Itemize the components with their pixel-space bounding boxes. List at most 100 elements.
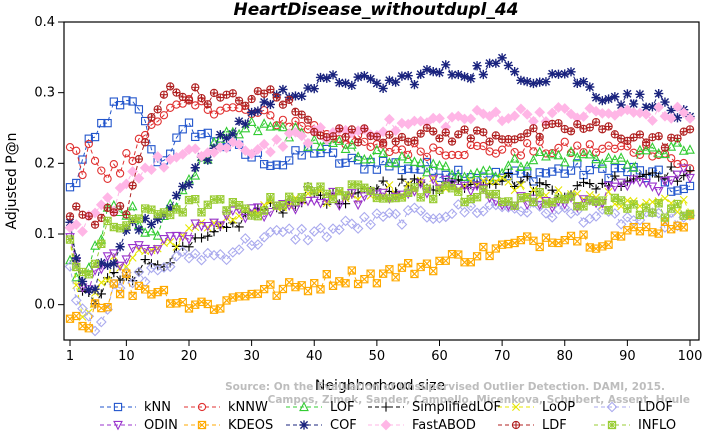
point-LOF xyxy=(647,141,658,152)
point-kNNW xyxy=(209,110,219,119)
point-FastABOD xyxy=(684,113,696,124)
x-tick-label: 30 xyxy=(243,349,260,364)
point-LDOF xyxy=(202,247,214,259)
point-kNN xyxy=(172,133,181,142)
point-COF xyxy=(340,78,351,88)
point-COF xyxy=(146,219,157,229)
point-LOF xyxy=(378,147,389,158)
point-LDF xyxy=(65,212,75,221)
point-ODIN xyxy=(353,200,363,211)
point-ODIN xyxy=(246,204,257,214)
point-LDOF xyxy=(296,223,308,235)
point-INFLO xyxy=(560,195,569,204)
point-KDEOS xyxy=(278,284,288,294)
point-kNN xyxy=(598,164,607,173)
point-INFLO xyxy=(172,205,181,214)
point-INFLO xyxy=(266,192,275,202)
legend-label: INFLO xyxy=(638,418,676,433)
point-COF xyxy=(165,203,175,214)
point-LDOF xyxy=(590,210,602,222)
point-LDOF xyxy=(346,218,358,230)
point-LOF xyxy=(465,168,476,179)
point-COF xyxy=(422,64,432,75)
point-COF xyxy=(384,75,394,85)
point-kNNW xyxy=(65,143,75,152)
point-kNN xyxy=(285,156,294,165)
point-kNN xyxy=(134,105,144,114)
point-LDF xyxy=(266,85,275,94)
point-kNNW xyxy=(579,148,588,157)
point-INFLO xyxy=(147,205,156,214)
point-ODIN xyxy=(534,200,545,211)
point-INFLO xyxy=(341,191,350,200)
point-kNN xyxy=(291,146,300,155)
point-FastABOD xyxy=(415,115,427,127)
point-SimplifiedLOF xyxy=(522,172,532,182)
point-SimplifiedLOF xyxy=(397,174,407,184)
point-kNNW xyxy=(510,147,519,157)
point-INFLO xyxy=(472,193,482,202)
point-INFLO xyxy=(529,197,538,207)
point-kNN xyxy=(454,165,463,175)
point-LOF xyxy=(65,254,75,265)
watermark: Source: On the Evaluation of Unsupervise… xyxy=(225,381,690,406)
point-COF xyxy=(610,92,620,102)
point-LDOF xyxy=(283,223,295,235)
point-kNNW xyxy=(109,160,118,169)
x-tick-label: 20 xyxy=(181,349,198,364)
point-COF xyxy=(666,105,676,115)
point-LDF xyxy=(454,130,463,139)
point-COF xyxy=(240,119,250,129)
point-LOF xyxy=(315,141,326,151)
point-kNNW xyxy=(159,111,169,120)
point-LDF xyxy=(134,154,144,164)
point-LDF xyxy=(378,138,388,147)
point-LOF xyxy=(660,148,670,159)
point-LDF xyxy=(184,96,194,105)
point-LDF xyxy=(372,132,382,141)
point-FastABOD xyxy=(296,130,308,142)
point-COF xyxy=(109,259,119,269)
point-ODIN xyxy=(578,195,589,205)
point-LOF xyxy=(384,157,395,167)
point-KDEOS xyxy=(272,291,281,300)
point-LDF xyxy=(397,132,407,142)
series-INFLO xyxy=(65,180,695,279)
point-kNN xyxy=(335,159,344,168)
point-kNN xyxy=(128,97,137,106)
point-INFLO xyxy=(523,192,532,202)
point-SimplifiedLOF xyxy=(647,168,658,178)
point-INFLO xyxy=(610,193,619,203)
point-SimplifiedLOF xyxy=(203,231,213,241)
point-kNNW xyxy=(447,150,457,160)
point-LOF xyxy=(259,118,270,128)
point-LOF xyxy=(127,200,138,211)
point-KDEOS xyxy=(472,252,482,261)
point-INFLO xyxy=(316,182,325,191)
point-FastABOD xyxy=(265,146,276,158)
point-COF xyxy=(503,60,513,71)
point-LDF xyxy=(128,181,137,190)
point-INFLO xyxy=(84,270,93,279)
point-ODIN xyxy=(290,205,301,215)
legend-marker xyxy=(381,402,391,412)
point-ODIN xyxy=(666,176,677,186)
point-LDOF xyxy=(459,206,470,218)
point-LOF xyxy=(578,148,589,159)
point-COF xyxy=(560,69,570,79)
point-kNNW xyxy=(416,147,425,156)
point-kNNW xyxy=(97,166,106,175)
point-LOF xyxy=(252,125,263,136)
point-kNNW xyxy=(172,100,181,109)
point-COF xyxy=(90,284,100,294)
point-kNNW xyxy=(134,134,144,143)
point-LoOP xyxy=(516,181,525,190)
point-LOF xyxy=(516,161,526,171)
y-tick-label: 0.3 xyxy=(34,86,55,101)
point-kNN xyxy=(422,157,432,167)
point-ODIN xyxy=(159,235,169,245)
point-KDEOS xyxy=(159,285,169,295)
point-FastABOD xyxy=(509,110,521,122)
point-kNN xyxy=(197,129,206,139)
